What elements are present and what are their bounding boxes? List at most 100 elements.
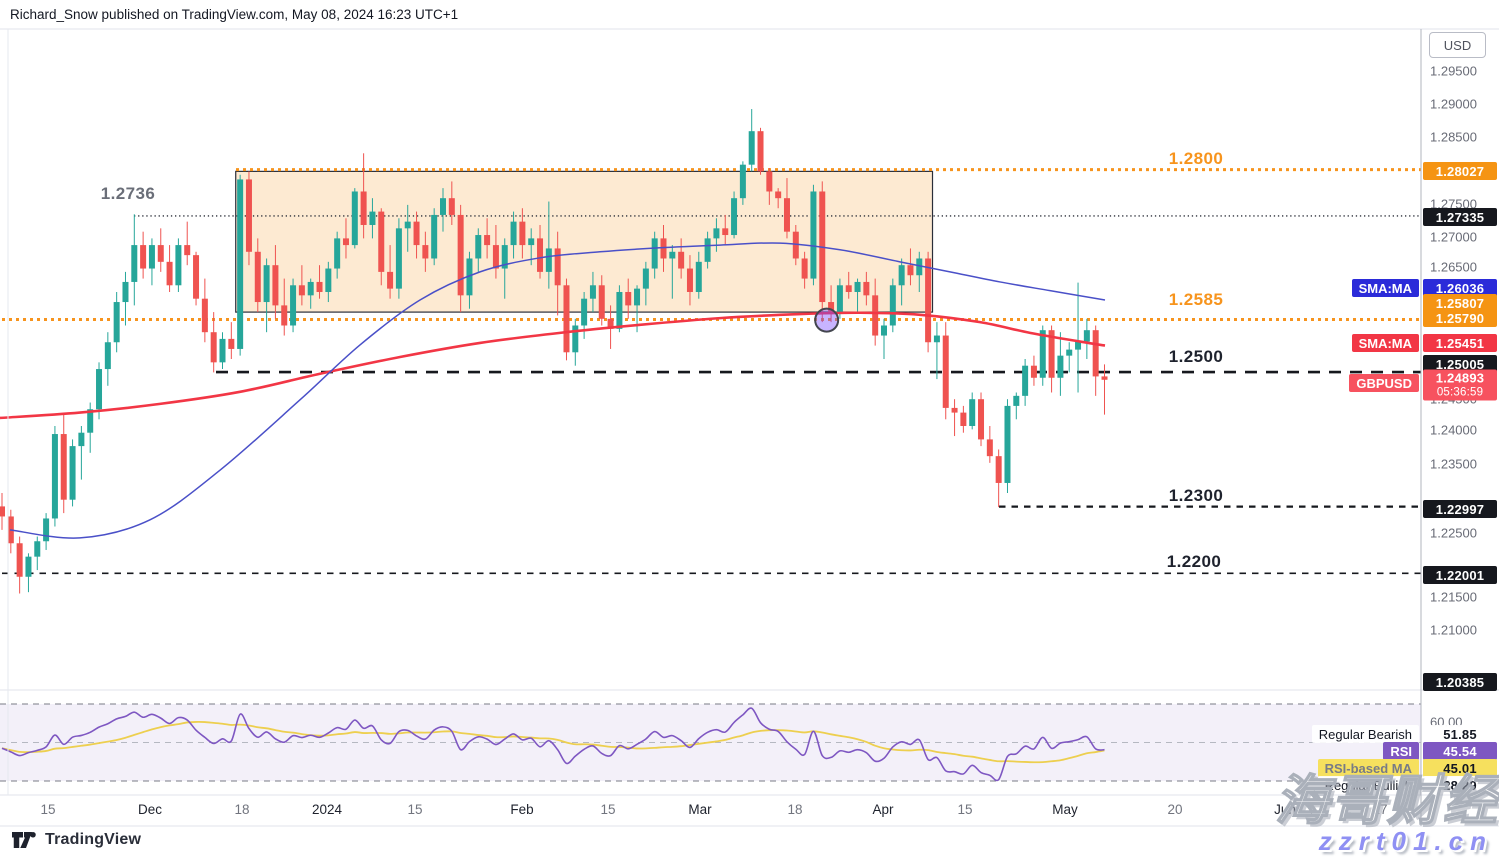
candle-body [775,191,782,199]
candle-body [810,191,817,279]
candle-body [272,265,279,306]
candle-body [828,302,835,313]
candle-body [369,211,376,225]
candle-body [148,245,155,269]
candle-body [678,251,685,269]
candle-body [713,228,720,239]
candle-body [528,238,535,246]
candle-body [175,245,182,286]
candle-body [1048,330,1055,378]
candle-body [484,235,491,246]
candle-body [245,179,252,252]
candle-body [1004,405,1011,483]
candle-body [978,399,985,440]
candle-body [448,198,455,215]
candle-body [378,211,385,272]
candle-body [1030,365,1037,378]
candle-body [351,191,358,246]
candle-body [872,295,879,336]
candle-body [157,245,164,262]
candle-body [616,291,623,329]
candle-body [572,325,579,353]
candle-body [104,342,111,370]
candle-body [801,258,808,279]
tradingview-logo-icon[interactable] [12,832,37,848]
candle-body [704,238,711,262]
candle-body [78,432,85,447]
candle-body [193,255,200,299]
candle-body [881,325,887,336]
candle-body [1039,330,1046,378]
candle-body [942,335,949,408]
candle-body [748,131,755,165]
candle-body [69,446,76,500]
candle-body [695,261,702,292]
candle-body [219,338,226,363]
candle-body [925,258,932,343]
candle-body [1013,395,1020,406]
candle-body [1083,330,1090,342]
tradingview-brand-text[interactable]: TradingView [45,831,142,848]
candle-body [131,245,138,282]
candle-body [995,456,1002,483]
candle-body [854,281,861,292]
candle-body [34,541,41,557]
candle-body [951,407,958,413]
candle-body [1101,376,1108,380]
candle-body [43,518,50,542]
candle-body [836,285,843,313]
candle-body [607,318,614,329]
candle-body [519,221,526,246]
candle-body [986,439,993,457]
candle-body [1057,355,1064,378]
candle-body [563,285,570,353]
candle-body [413,221,420,246]
candle-body [334,238,341,269]
candle-body [660,238,667,259]
candle-body [916,258,923,276]
candle-body [342,238,349,246]
candle-body [889,285,896,326]
candle-body [651,238,658,269]
candle-body [422,245,429,259]
candle-body [201,298,208,333]
candle-body [510,221,517,246]
candle-body [1066,349,1073,356]
candle-body [907,265,914,276]
candle-body [581,298,588,326]
currency-toggle-button[interactable]: USD [1429,32,1486,58]
candle-body [475,235,482,259]
candle-body [457,214,464,296]
candle-body [307,281,314,296]
candle-body [766,171,773,192]
candle-body [589,285,596,299]
candle-body [184,245,191,256]
candle-body [122,281,129,303]
candle-body [898,265,905,286]
candle-body [96,369,103,410]
candle-body [51,434,58,519]
rsi-ma-line[interactable] [1,721,1105,764]
candle-body [166,261,173,286]
site-watermark-url: zzrt01.cn [1318,826,1493,856]
candle-body [722,228,729,236]
candle-body [404,221,411,229]
sma-blue-line[interactable] [9,242,1106,539]
candle-body [669,251,676,259]
supply-zone-box[interactable] [235,170,934,313]
rsi-line[interactable] [1,707,1105,782]
candle-body [281,305,288,326]
candle-body [1022,365,1029,396]
candle-body [1075,341,1082,350]
candle-body [0,506,5,517]
circle-marker[interactable] [814,307,840,333]
candle-body [731,198,738,236]
candle-body [210,332,217,363]
candle-body [298,285,305,296]
candle-body [739,164,746,199]
candle-body [1092,330,1099,377]
sma-red-line[interactable] [0,311,1106,420]
candle-body [969,399,976,426]
